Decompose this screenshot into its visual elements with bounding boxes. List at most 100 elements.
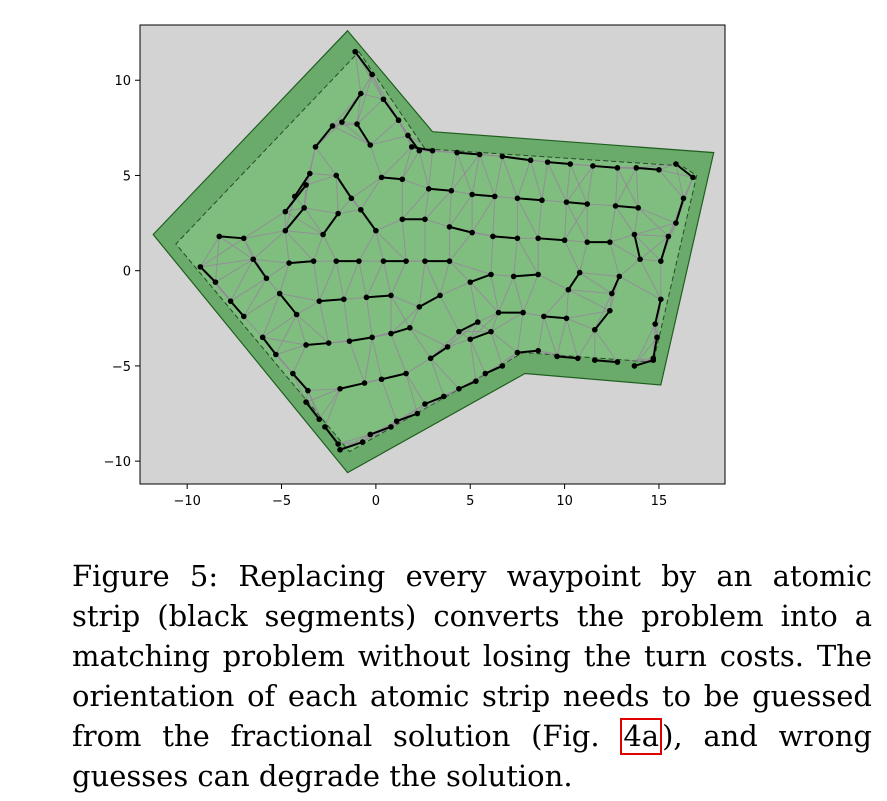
strip-endpoint xyxy=(316,298,323,304)
strip-endpoint xyxy=(491,193,498,200)
strip-endpoint xyxy=(307,170,313,177)
mesh-edge xyxy=(469,282,479,323)
strip-endpoint xyxy=(388,292,394,299)
mesh-edge xyxy=(449,260,471,283)
strip-endpoint xyxy=(448,187,455,194)
mesh-edge xyxy=(469,321,479,340)
mesh-edge xyxy=(364,337,373,384)
mesh-edge xyxy=(243,278,267,317)
mesh-edge xyxy=(447,321,479,348)
mesh-edge xyxy=(335,261,345,300)
mesh-edge xyxy=(303,173,311,208)
mesh-edge xyxy=(494,195,518,199)
mesh-edge xyxy=(615,167,637,207)
mesh-edge xyxy=(396,403,426,422)
mesh-edge xyxy=(304,207,339,215)
mesh-edge xyxy=(243,316,264,338)
mesh-edge xyxy=(564,203,588,241)
mesh-edge xyxy=(279,293,320,302)
strip-endpoint xyxy=(325,340,332,346)
mesh-edge xyxy=(365,297,373,338)
strip-endpoint xyxy=(333,172,340,179)
atomic-strip xyxy=(303,340,332,348)
figure-reference-link[interactable]: 4a xyxy=(620,718,663,755)
mesh-edge xyxy=(369,144,383,178)
strip-endpoint xyxy=(520,309,526,316)
atomic-strip xyxy=(197,264,219,285)
mesh-edge xyxy=(541,162,549,201)
atomic-strip xyxy=(259,334,279,358)
strip-endpoint xyxy=(488,328,494,335)
strip-endpoint xyxy=(607,239,613,245)
mesh-edge xyxy=(469,281,499,313)
mesh-edge xyxy=(318,388,341,420)
mesh-edge xyxy=(537,274,569,291)
strip-endpoint xyxy=(357,206,364,213)
mesh-edge xyxy=(492,196,496,237)
mesh-edge xyxy=(424,188,430,220)
strip-endpoint xyxy=(276,290,283,297)
mesh-edge xyxy=(547,161,567,203)
mesh-edge xyxy=(490,312,524,333)
mesh-edge xyxy=(564,202,567,241)
strip-endpoint xyxy=(591,357,598,364)
atomic-strip xyxy=(320,210,341,238)
strip-endpoint xyxy=(612,203,619,209)
atomic-strip xyxy=(378,174,406,183)
mesh-edge xyxy=(494,156,503,197)
mesh-edge xyxy=(450,154,481,192)
strip-endpoint xyxy=(673,161,679,167)
atomic-strip xyxy=(291,170,313,200)
mesh-edge xyxy=(401,188,430,220)
mesh-edge xyxy=(477,312,499,323)
mesh-edge xyxy=(566,201,588,243)
atomic-strip xyxy=(367,424,394,438)
mesh-edge xyxy=(516,160,532,199)
mesh-edge xyxy=(343,260,360,300)
strip-endpoint xyxy=(316,416,323,423)
atomic-strip xyxy=(322,424,341,447)
strip-endpoint xyxy=(356,258,362,264)
mesh-edge xyxy=(360,93,384,100)
mesh-edge xyxy=(322,234,337,262)
atomic-strip xyxy=(380,96,402,124)
strip-endpoint xyxy=(273,351,279,358)
mesh-edge xyxy=(338,434,371,445)
mesh-edge xyxy=(658,169,684,199)
mesh-edge xyxy=(409,306,420,329)
strip-endpoint xyxy=(633,165,640,171)
strip-endpoint xyxy=(399,176,406,183)
strip-endpoint xyxy=(388,424,394,430)
mesh-edge xyxy=(439,295,460,332)
mesh-edge xyxy=(215,258,254,283)
mesh-edge xyxy=(609,293,613,311)
strip-endpoint xyxy=(427,355,434,362)
strip-endpoint xyxy=(399,216,406,223)
mesh-edge xyxy=(360,177,382,211)
mesh-edge xyxy=(307,388,341,392)
mesh-edge xyxy=(318,260,337,302)
mesh-edge xyxy=(637,207,669,237)
mesh-edge xyxy=(490,331,503,367)
y-tick-label: 0 xyxy=(123,265,131,280)
mesh-edge xyxy=(313,234,324,262)
mesh-edge xyxy=(471,154,481,195)
mesh-edge xyxy=(634,234,662,262)
atomic-strip xyxy=(422,258,453,264)
mesh-edge xyxy=(285,211,324,235)
atomic-strip xyxy=(422,393,447,407)
atomic-strip xyxy=(591,307,613,333)
mesh-edge xyxy=(358,230,377,262)
strip-endpoint xyxy=(303,182,309,188)
mesh-edge xyxy=(633,323,656,367)
strip-endpoint xyxy=(293,311,300,318)
mesh-edge xyxy=(284,230,314,262)
strip-endpoint xyxy=(454,149,460,156)
mesh-edge xyxy=(513,238,518,277)
strip-endpoint xyxy=(429,147,436,154)
strip-endpoint xyxy=(359,439,366,445)
atomic-strip xyxy=(337,380,368,392)
mesh-edge xyxy=(360,74,373,94)
atomic-strip xyxy=(227,298,247,320)
mesh-edge xyxy=(537,200,543,239)
